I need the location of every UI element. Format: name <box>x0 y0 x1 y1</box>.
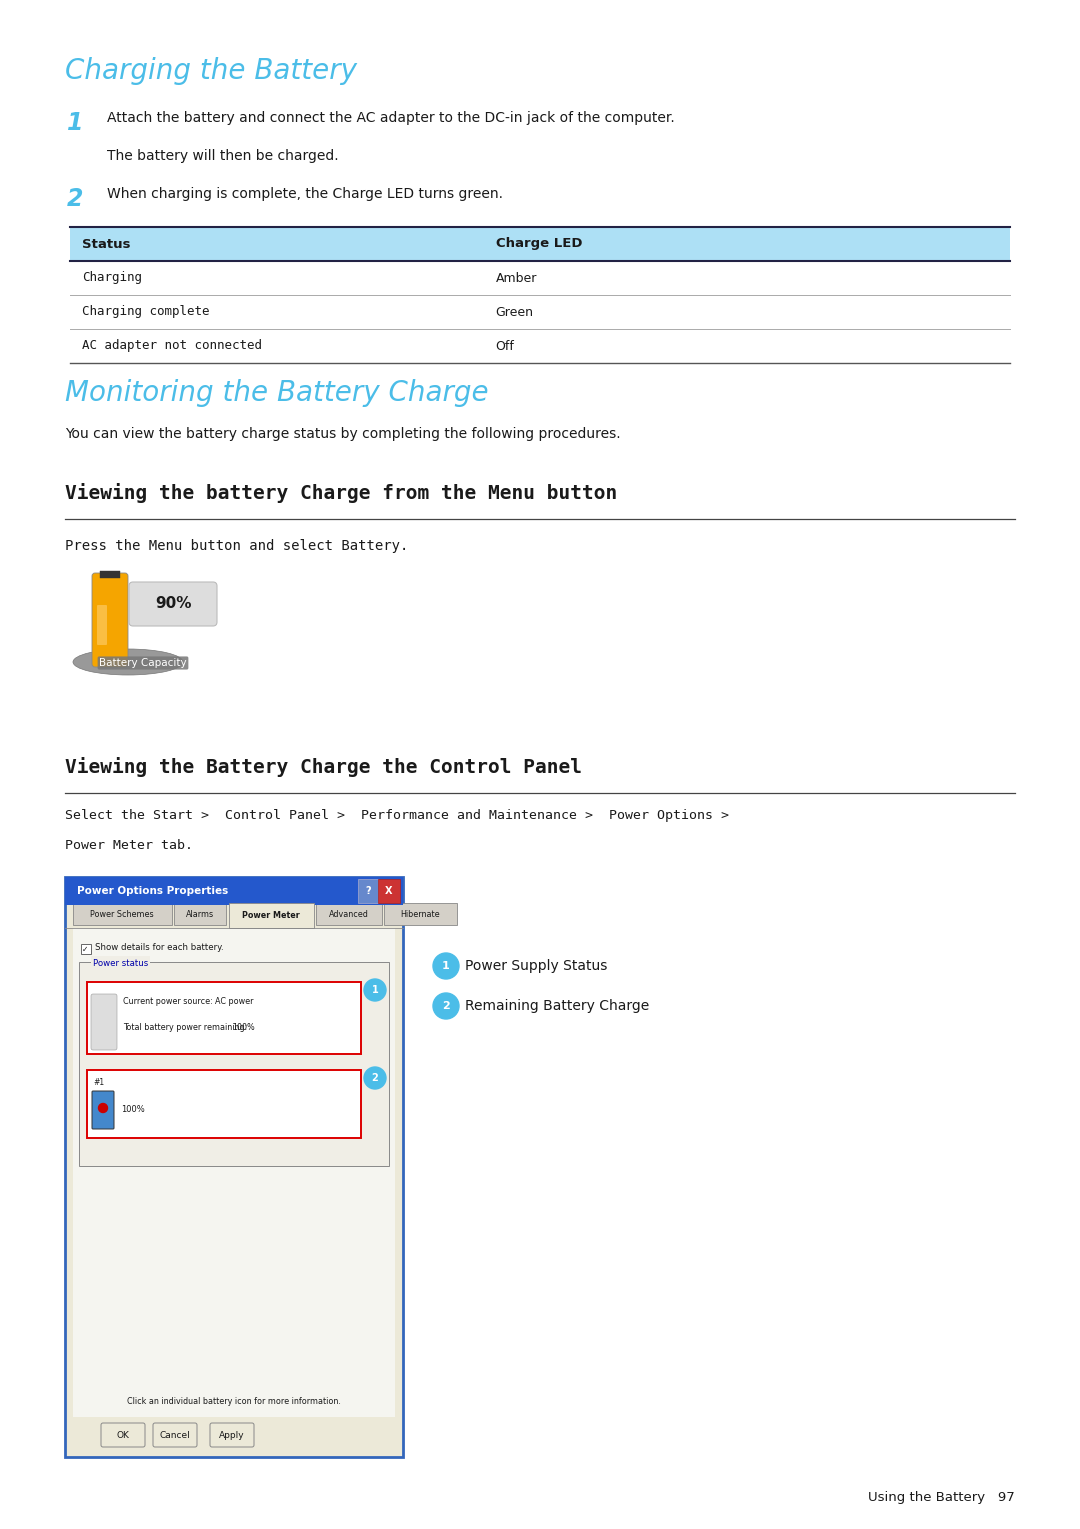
Text: AC power: AC power <box>215 997 254 1006</box>
FancyBboxPatch shape <box>316 904 382 925</box>
FancyBboxPatch shape <box>357 879 378 904</box>
Text: Remaining Battery Charge: Remaining Battery Charge <box>465 998 649 1014</box>
Text: Power Meter: Power Meter <box>242 911 300 920</box>
Text: Press the Menu button and select Battery.: Press the Menu button and select Battery… <box>65 540 408 553</box>
Text: Off: Off <box>496 339 514 353</box>
Text: 2: 2 <box>442 1001 450 1011</box>
FancyBboxPatch shape <box>79 962 389 1167</box>
Text: Viewing the battery Charge from the Menu button: Viewing the battery Charge from the Menu… <box>65 483 618 503</box>
Text: OK: OK <box>117 1431 130 1439</box>
FancyBboxPatch shape <box>129 583 217 625</box>
Text: 100%: 100% <box>232 1023 255 1032</box>
Text: You can view the battery charge status by completing the following procedures.: You can view the battery charge status b… <box>65 427 621 440</box>
Text: Green: Green <box>496 306 534 318</box>
Text: When charging is complete, the Charge LED turns green.: When charging is complete, the Charge LE… <box>107 187 503 200</box>
Text: Using the Battery   97: Using the Battery 97 <box>868 1491 1015 1503</box>
Text: 1: 1 <box>67 112 83 135</box>
Text: 100%: 100% <box>121 1105 145 1115</box>
Text: Amber: Amber <box>496 272 537 284</box>
FancyBboxPatch shape <box>153 1423 197 1446</box>
Text: 2: 2 <box>67 187 83 211</box>
Text: Status: Status <box>82 237 131 251</box>
Text: Charging: Charging <box>82 272 141 284</box>
FancyBboxPatch shape <box>70 295 1010 329</box>
Circle shape <box>433 953 459 979</box>
Text: Current power source:: Current power source: <box>123 997 213 1006</box>
Text: Monitoring the Battery Charge: Monitoring the Battery Charge <box>65 379 488 407</box>
Text: Advanced: Advanced <box>329 910 369 919</box>
FancyBboxPatch shape <box>73 904 172 925</box>
FancyBboxPatch shape <box>378 879 400 904</box>
Text: Battery Capacity: Battery Capacity <box>99 657 187 668</box>
Text: Power Meter tab.: Power Meter tab. <box>65 839 193 852</box>
FancyBboxPatch shape <box>92 573 129 667</box>
Text: Power Options Properties: Power Options Properties <box>77 885 228 896</box>
Text: Charging the Battery: Charging the Battery <box>65 57 357 86</box>
FancyBboxPatch shape <box>210 1423 254 1446</box>
Text: Power Supply Status: Power Supply Status <box>465 959 607 972</box>
Text: AC adapter not connected: AC adapter not connected <box>82 339 262 353</box>
Text: Hibernate: Hibernate <box>401 910 440 919</box>
Text: Power status: Power status <box>93 959 148 968</box>
FancyBboxPatch shape <box>70 261 1010 295</box>
Text: Viewing the Battery Charge the Control Panel: Viewing the Battery Charge the Control P… <box>65 757 582 777</box>
FancyBboxPatch shape <box>91 994 117 1050</box>
FancyBboxPatch shape <box>65 878 403 1457</box>
FancyBboxPatch shape <box>384 904 457 925</box>
FancyBboxPatch shape <box>102 1423 145 1446</box>
Circle shape <box>433 992 459 1018</box>
Text: 1: 1 <box>442 962 450 971</box>
FancyBboxPatch shape <box>229 904 314 928</box>
FancyBboxPatch shape <box>92 1092 114 1128</box>
Text: Cancel: Cancel <box>160 1431 190 1439</box>
FancyBboxPatch shape <box>73 928 395 1417</box>
FancyBboxPatch shape <box>70 226 1010 261</box>
Text: Show details for each battery.: Show details for each battery. <box>95 942 224 951</box>
FancyBboxPatch shape <box>87 1070 361 1138</box>
Text: Alarms: Alarms <box>186 910 214 919</box>
Text: Total battery power remaining:: Total battery power remaining: <box>123 1023 247 1032</box>
FancyBboxPatch shape <box>65 878 403 905</box>
FancyBboxPatch shape <box>87 982 361 1053</box>
Text: ✓: ✓ <box>82 945 89 954</box>
Text: Apply: Apply <box>219 1431 245 1439</box>
FancyBboxPatch shape <box>100 570 120 578</box>
Circle shape <box>364 979 386 1001</box>
FancyBboxPatch shape <box>70 329 1010 362</box>
Circle shape <box>364 1067 386 1089</box>
FancyBboxPatch shape <box>97 605 107 645</box>
Text: Select the Start >  Control Panel >  Performance and Maintenance >  Power Option: Select the Start > Control Panel > Perfo… <box>65 809 729 823</box>
Text: 2: 2 <box>372 1073 378 1083</box>
Text: 90%: 90% <box>154 596 191 612</box>
FancyBboxPatch shape <box>81 943 91 954</box>
Text: Click an individual battery icon for more information.: Click an individual battery icon for mor… <box>127 1396 341 1405</box>
Text: X: X <box>386 885 393 896</box>
FancyBboxPatch shape <box>174 904 227 925</box>
Text: ?: ? <box>365 885 370 896</box>
Ellipse shape <box>73 648 183 674</box>
Text: Charge LED: Charge LED <box>496 237 582 251</box>
Text: Power Schemes: Power Schemes <box>91 910 154 919</box>
Text: Charging complete: Charging complete <box>82 306 210 318</box>
Circle shape <box>98 1104 108 1113</box>
Text: #1: #1 <box>93 1078 104 1087</box>
Text: 1: 1 <box>372 985 378 995</box>
Text: Attach the battery and connect the AC adapter to the DC-in jack of the computer.: Attach the battery and connect the AC ad… <box>107 112 675 125</box>
Text: The battery will then be charged.: The battery will then be charged. <box>107 148 339 164</box>
